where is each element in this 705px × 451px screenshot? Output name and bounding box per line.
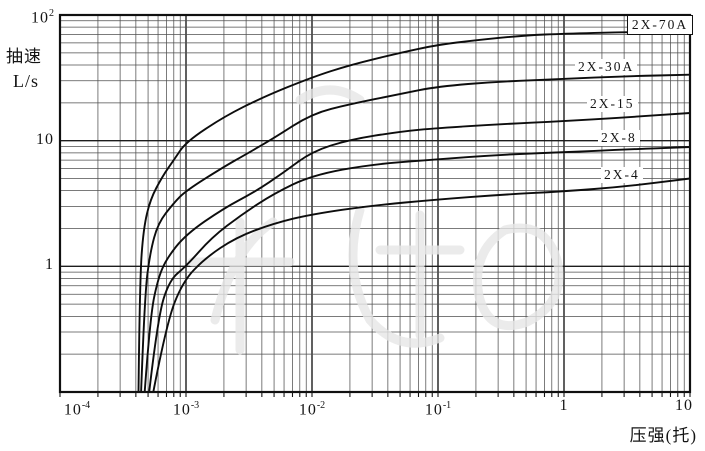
curve-2x-70a [137, 30, 691, 393]
x-tick-label: 10-3 [172, 400, 200, 419]
curve-label-2x-4: 2X-4 [601, 167, 643, 183]
plot-frame [58, 13, 692, 394]
axis-ticks [59, 392, 691, 397]
x-tick-label: 10-1 [424, 400, 452, 419]
curve-label-2x-30a: 2X-30A [575, 59, 638, 75]
x-tick-label: 10 [675, 397, 693, 414]
y-tick-label: 1 [45, 256, 54, 274]
curve-2x-8 [148, 146, 691, 393]
curve-label-2x-70a: 2X-70A [627, 15, 693, 35]
y-axis-label-cn: 抽速 [6, 47, 42, 66]
y-axis-label-unit: L/s [13, 71, 40, 91]
curve-2x-30a [140, 73, 691, 393]
y-tick-label: 102 [31, 8, 54, 27]
x-tick-label: 1 [559, 397, 569, 414]
curve-label-2x-15: 2X-15 [587, 96, 638, 112]
curve-2x-15 [143, 112, 691, 393]
curves [137, 30, 691, 393]
watermark [187, 85, 564, 355]
x-tick-label: 10-2 [298, 400, 326, 419]
curve-label-2x-8: 2X-8 [598, 130, 640, 146]
x-tick-label: 10-4 [63, 400, 91, 419]
x-axis-title: 压强(托) [629, 426, 697, 445]
y-tick-label: 10 [36, 130, 54, 148]
curve-2x-4 [152, 177, 691, 393]
